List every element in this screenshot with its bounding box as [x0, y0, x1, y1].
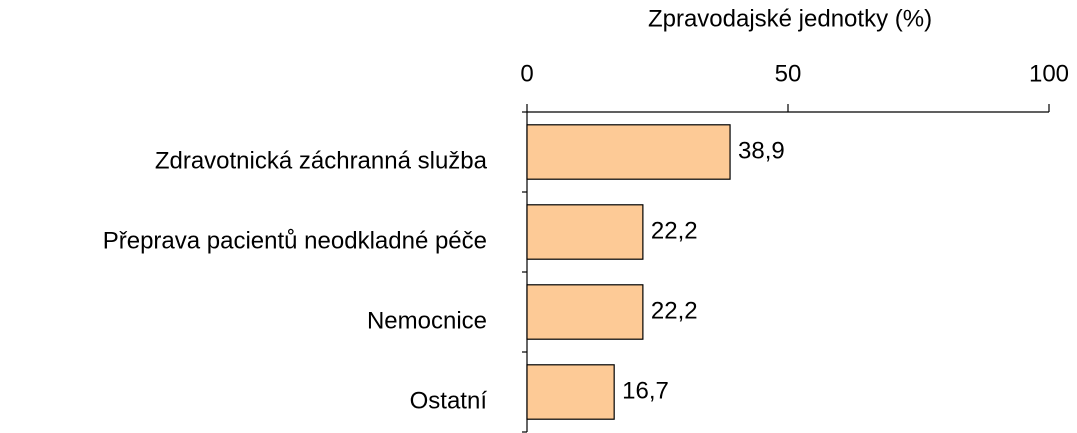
- y-tick-label: Nemocnice: [367, 307, 487, 334]
- bar: [526, 364, 615, 420]
- x-tick-label: 0: [520, 60, 533, 87]
- y-tick-label: Ostatní: [410, 387, 488, 414]
- value-label: 16,7: [622, 377, 669, 404]
- value-label: 22,2: [651, 297, 698, 324]
- value-label: 38,9: [738, 137, 785, 164]
- y-tick-label: Přeprava pacientů neodkladné péče: [103, 227, 487, 254]
- bar: [526, 284, 644, 340]
- y-tick-label: Zdravotnická záchranná služba: [155, 147, 488, 174]
- x-axis-title: Zpravodajské jednotky (%): [648, 5, 932, 32]
- x-tick-label: 100: [1029, 60, 1069, 87]
- x-tick-label: 50: [775, 60, 802, 87]
- bar: [526, 204, 644, 260]
- value-label: 22,2: [651, 217, 698, 244]
- bar: [526, 124, 731, 180]
